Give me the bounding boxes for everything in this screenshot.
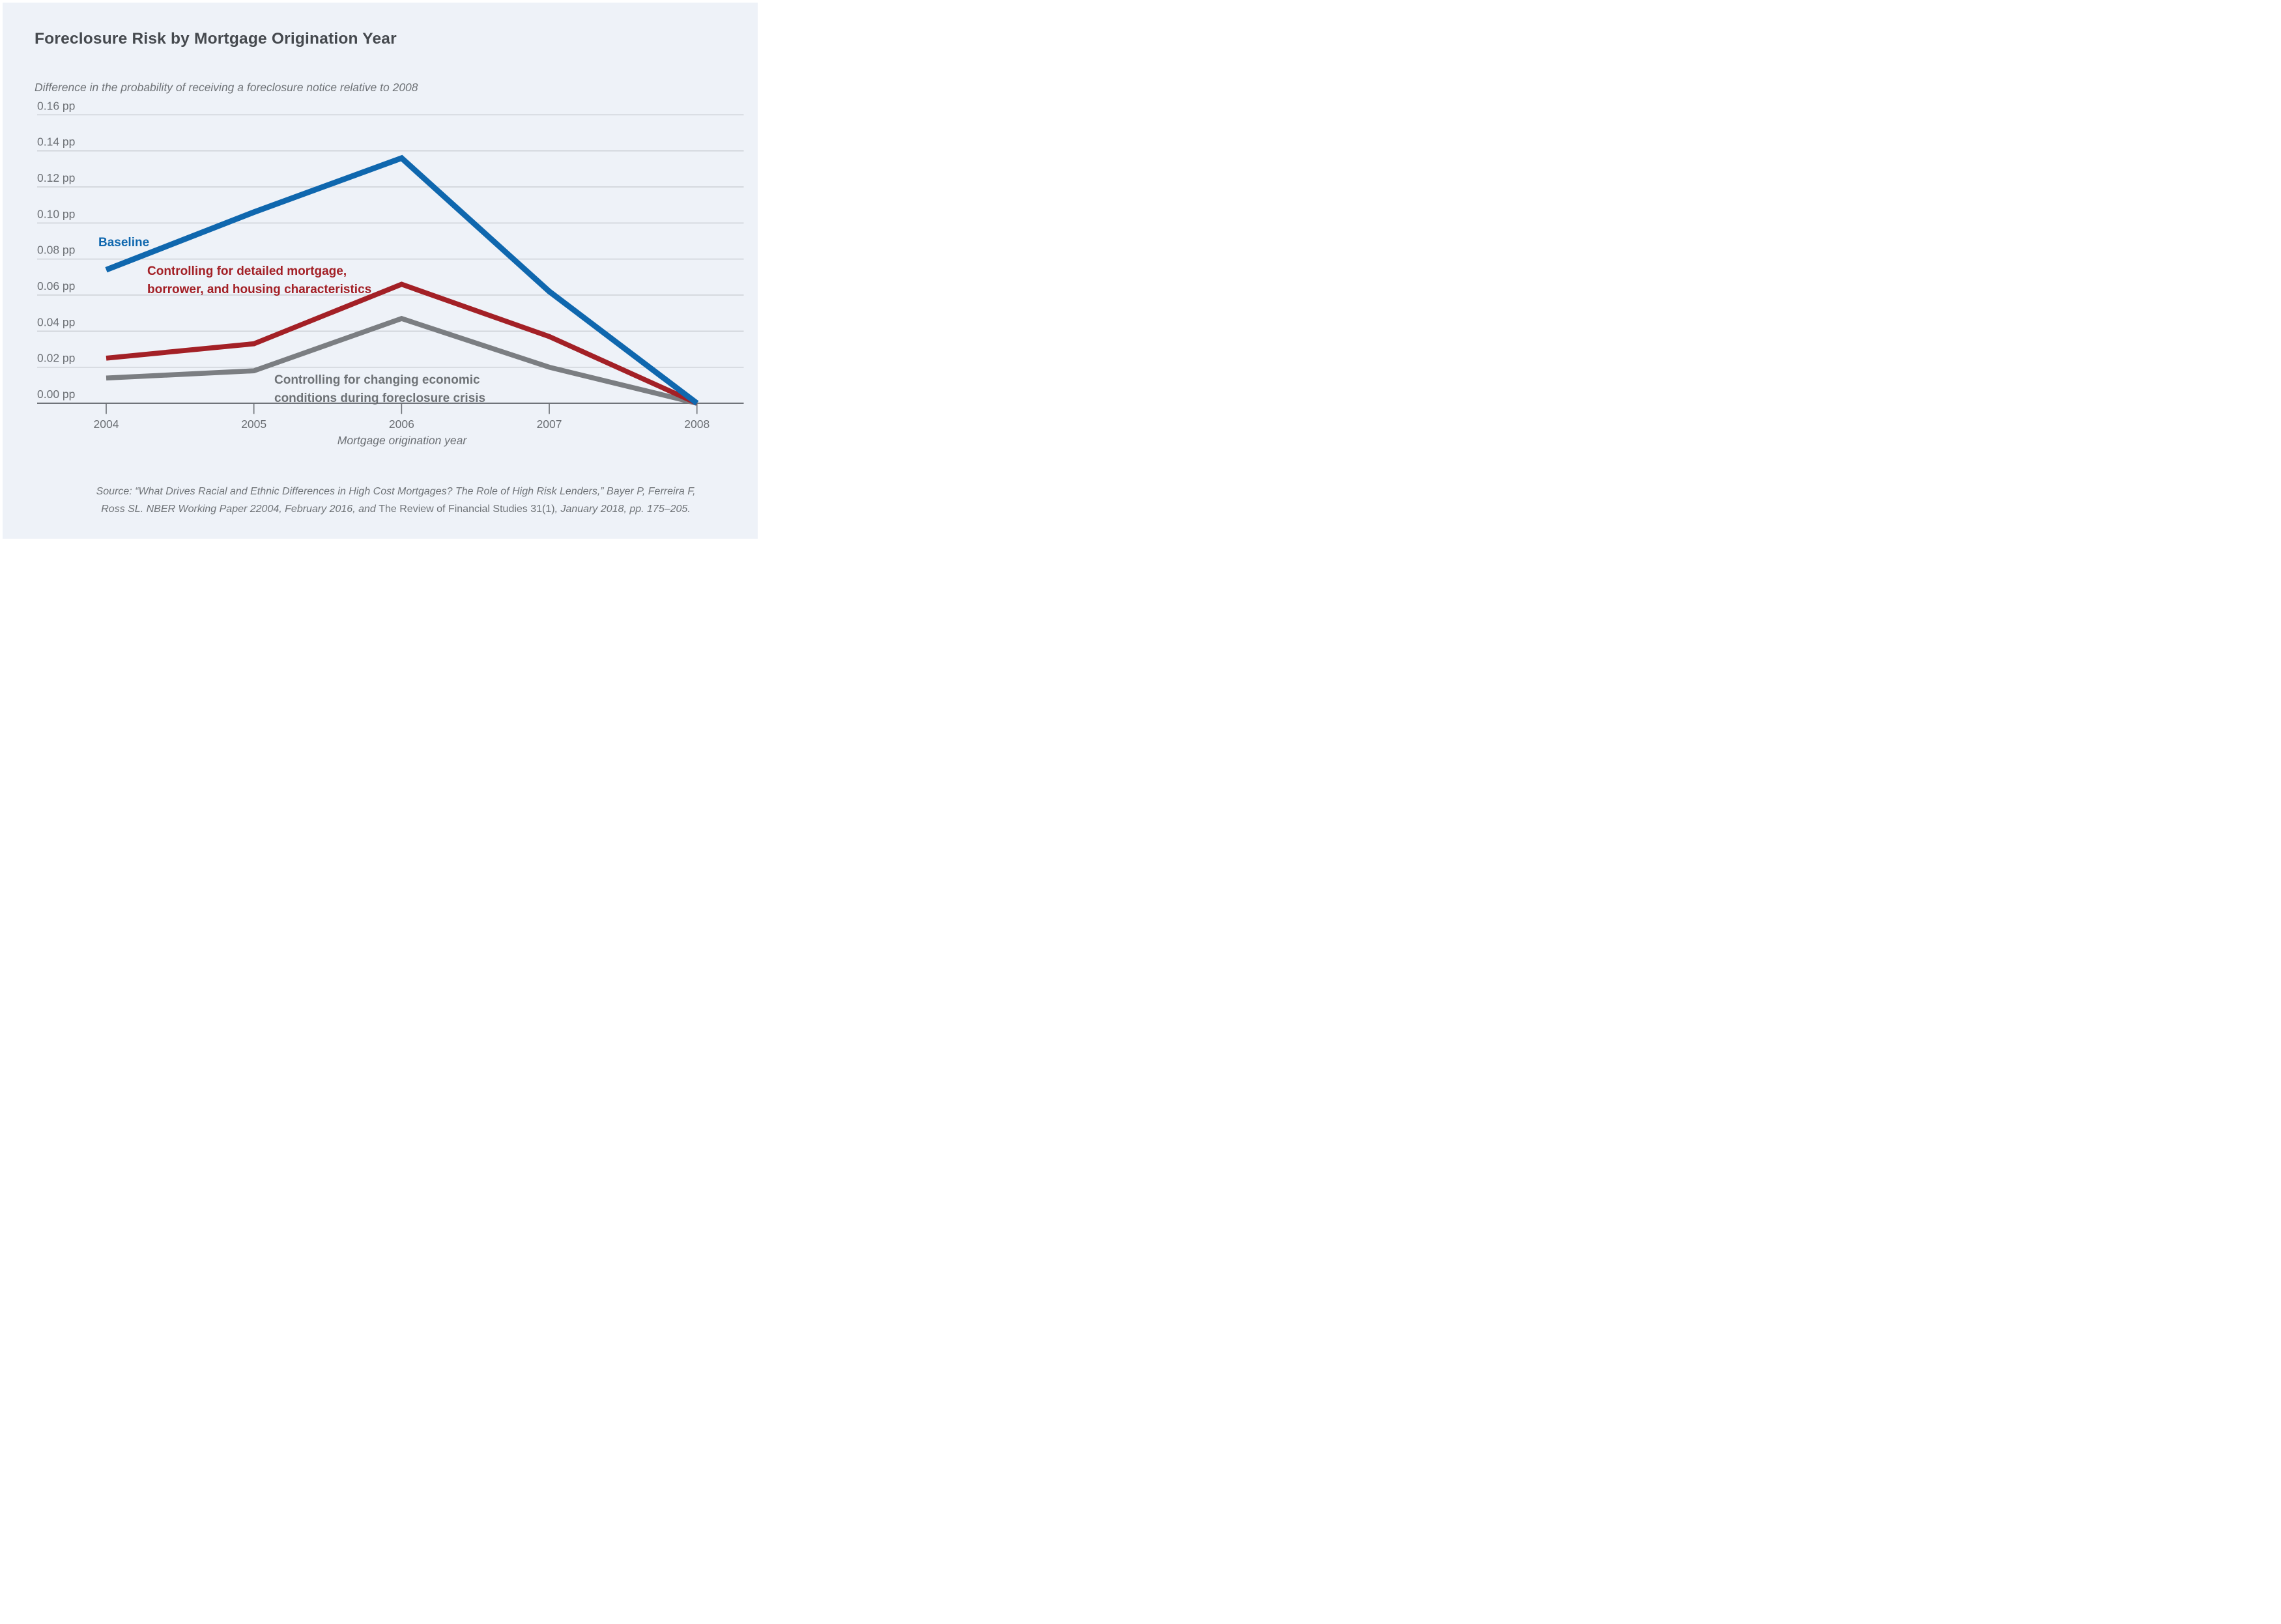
series-label-mortgage-controls-line2: borrower, and housing characteristics [147,283,372,296]
chart-panel [3,3,758,539]
x-tick-label: 2007 [537,418,562,431]
series-label-mortgage-controls-line1: Controlling for detailed mortgage, [147,264,347,278]
x-axis-title: Mortgage origination year [337,434,467,447]
y-tick-label: 0.02 pp [37,352,75,365]
y-tick-label: 0.04 pp [37,315,75,328]
series-label-economic-controls: Controlling for changing economic condit… [274,371,485,408]
series-label-economic-controls-line2: conditions during foreclosure crisis [274,392,486,405]
y-tick-label: 0.08 pp [37,244,75,257]
series-line-mortgage-controls [106,281,698,406]
figure-page: Foreclosure Risk by Mortgage Origination… [0,0,760,541]
series-label-mortgage-controls: Controlling for detailed mortgage, borro… [147,263,371,299]
y-tick-label: 0.12 pp [37,171,75,184]
x-tick-label: 2005 [241,418,266,431]
line-chart: 0.16 pp 0.14 pp 0.12 pp 0.10 pp 0.08 pp 0.06 … [37,99,744,431]
series-label-baseline: Baseline [98,236,150,249]
y-tick-label: 0.00 pp [37,388,75,401]
source-note-line1: Source: “What Drives Racial and Ethnic D… [96,486,696,497]
y-axis-description: Difference in the probability of receivi… [35,81,418,94]
x-tick-label: 2006 [389,418,414,431]
x-tick-label: 2008 [684,418,710,431]
y-tick-label: 0.14 pp [37,135,75,149]
source-note-line2: Ross SL. NBER Working Paper 22004, Febru… [36,501,756,519]
source-note-line2-c: , January 2018, pp. 175–205. [554,503,691,515]
source-note-journal: The Review of Financial Studies 31(1) [379,503,555,515]
y-tick-label: 0.06 pp [37,279,75,292]
x-tick-label: 2004 [94,418,119,431]
source-note-line2-a: Ross SL. NBER Working Paper 22004, Febru… [101,503,379,515]
y-tick-label: 0.10 pp [37,207,75,220]
series-line-economic-controls [106,315,698,406]
page-title: Foreclosure Risk by Mortgage Origination… [35,30,397,48]
y-tick-label: 0.16 pp [37,99,75,112]
source-note: Source: “What Drives Racial and Ethnic D… [36,483,756,518]
series-line-baseline [105,154,699,406]
series-label-economic-controls-line1: Controlling for changing economic [274,373,480,387]
